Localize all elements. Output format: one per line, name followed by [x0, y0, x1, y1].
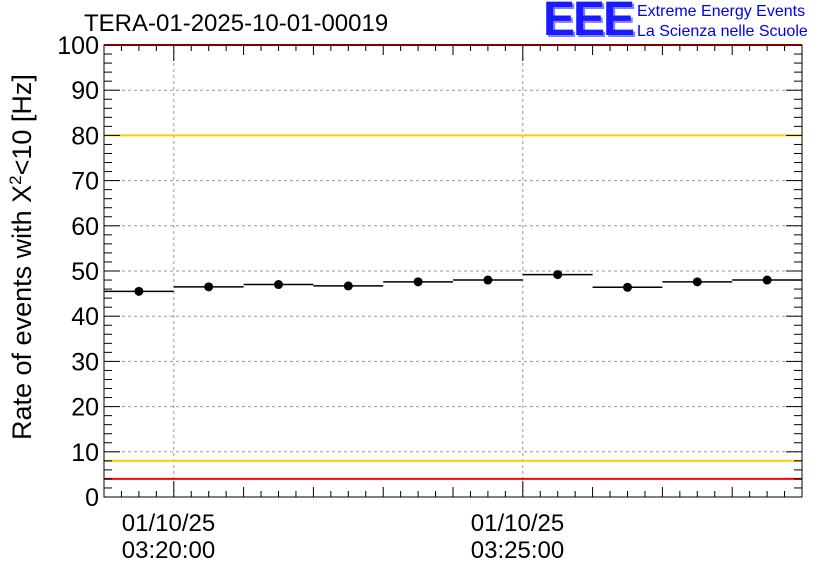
y-tick-label: 90 [71, 77, 99, 105]
data-point [553, 270, 563, 280]
x-tick-label-date: 01/10/25 [122, 510, 215, 537]
data-point [413, 277, 423, 287]
y-tick-label: 0 [85, 484, 99, 512]
x-tick-label-date: 01/10/25 [471, 510, 564, 537]
y-tick-label: 10 [71, 439, 99, 467]
data-point [623, 282, 632, 292]
x-tick-label-time: 03:20:00 [122, 537, 215, 564]
logo-text-line1: Extreme Energy Events [637, 3, 806, 20]
x-tick-label-time: 03:25:00 [471, 537, 564, 564]
eee-logo-mark: EEE [543, 0, 635, 46]
y-tick-label: 30 [71, 348, 99, 376]
y-tick-label: 40 [71, 303, 99, 331]
y-tick-label: 100 [57, 32, 99, 60]
data-point [762, 275, 772, 285]
y-tick-label: 20 [71, 394, 99, 422]
y-tick-label: 80 [71, 122, 99, 150]
data-point [204, 282, 214, 292]
data-point [274, 280, 283, 290]
chart-title: TERA-01-2025-10-01-00019 [84, 10, 389, 37]
y-tick-label: 60 [71, 213, 99, 241]
y-axis-label-suffix: <10 [Hz] [7, 74, 37, 176]
data-point [134, 286, 144, 296]
data-point [483, 275, 493, 285]
y-tick-label: 70 [71, 168, 99, 196]
y-tick-label: 50 [71, 258, 99, 286]
y-axis-label-prefix: Rate of events with X [7, 184, 37, 440]
data-point [692, 277, 702, 287]
logo-text-line2: La Scienza nelle Scuole [637, 23, 808, 40]
data-point [343, 281, 353, 291]
y-axis-label-sup: 2 [6, 175, 25, 185]
